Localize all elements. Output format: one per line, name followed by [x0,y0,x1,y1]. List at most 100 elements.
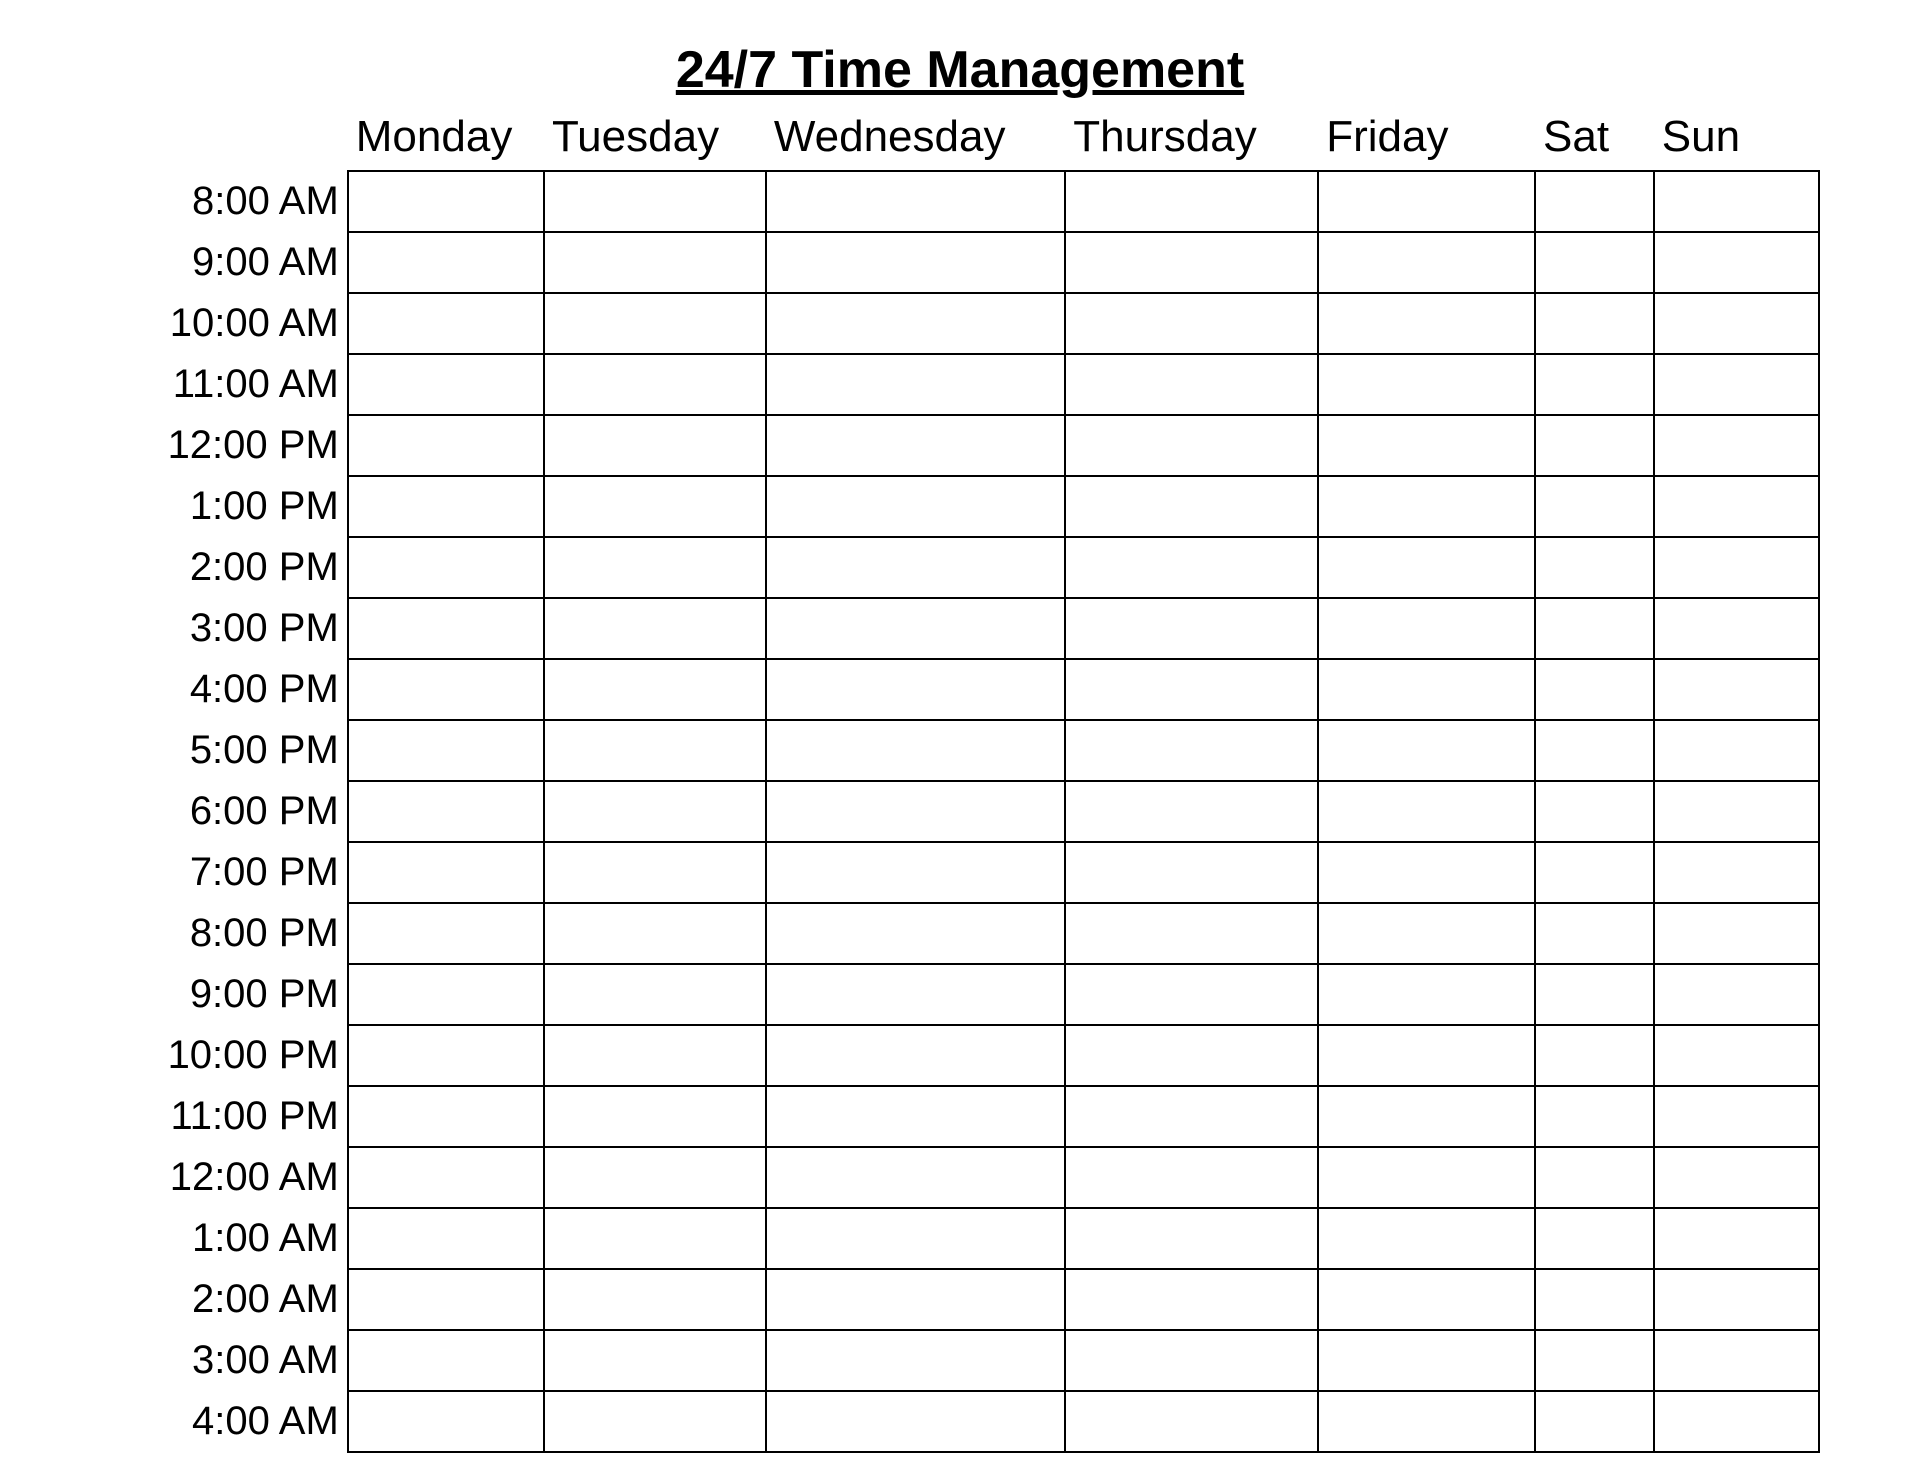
schedule-cell [1535,354,1654,415]
time-label: 9:00 AM [100,232,348,293]
schedule-cell [1535,1208,1654,1269]
schedule-cell [766,293,1065,354]
table-row: 3:00 PM [100,598,1819,659]
schedule-cell [544,1391,766,1452]
schedule-cell [1535,171,1654,232]
time-label: 2:00 AM [100,1269,348,1330]
schedule-cell [544,1086,766,1147]
schedule-cell [1318,537,1535,598]
schedule-cell [1065,1269,1318,1330]
schedule-cell [766,659,1065,720]
schedule-cell [1535,781,1654,842]
schedule-cell [348,293,544,354]
schedule-cell [1065,903,1318,964]
schedule-cell [544,476,766,537]
schedule-cell [766,1391,1065,1452]
schedule-cell [1654,415,1819,476]
schedule-cell [348,354,544,415]
schedule-cell [1065,537,1318,598]
schedule-cell [1318,415,1535,476]
table-row: 3:00 AM [100,1330,1819,1391]
schedule-cell [1654,720,1819,781]
table-row: 2:00 AM [100,1269,1819,1330]
time-label: 12:00 PM [100,415,348,476]
schedule-cell [1654,293,1819,354]
day-header-wednesday: Wednesday [766,108,1065,171]
schedule-cell [348,476,544,537]
table-row: 1:00 PM [100,476,1819,537]
time-label: 12:00 AM [100,1147,348,1208]
schedule-cell [1065,1086,1318,1147]
table-row: 1:00 AM [100,1208,1819,1269]
day-header-saturday: Sat [1535,108,1654,171]
schedule-cell [1535,903,1654,964]
schedule-cell [1535,659,1654,720]
schedule-cell [1318,1025,1535,1086]
schedule-cell [766,781,1065,842]
schedule-cell [1065,842,1318,903]
schedule-table: Monday Tuesday Wednesday Thursday Friday… [100,108,1820,1453]
schedule-cell [544,232,766,293]
table-row: 12:00 PM [100,415,1819,476]
schedule-cell [766,171,1065,232]
schedule-cell [1654,1147,1819,1208]
time-label: 4:00 AM [100,1391,348,1452]
table-row: 11:00 AM [100,354,1819,415]
schedule-cell [766,720,1065,781]
time-label: 1:00 PM [100,476,348,537]
schedule-cell [766,476,1065,537]
schedule-cell [766,1269,1065,1330]
schedule-cell [544,781,766,842]
schedule-cell [1065,354,1318,415]
schedule-cell [1654,232,1819,293]
schedule-cell [766,537,1065,598]
schedule-cell [766,1086,1065,1147]
schedule-cell [348,232,544,293]
schedule-cell [544,1025,766,1086]
schedule-cell [766,598,1065,659]
schedule-cell [348,720,544,781]
time-column-header [100,108,348,171]
schedule-cell [348,781,544,842]
schedule-cell [1535,1269,1654,1330]
schedule-cell [544,964,766,1025]
schedule-cell [348,1147,544,1208]
schedule-cell [1318,659,1535,720]
time-label: 4:00 PM [100,659,348,720]
schedule-cell [1535,1391,1654,1452]
table-row: 7:00 PM [100,842,1819,903]
schedule-cell [1654,476,1819,537]
table-row: 9:00 PM [100,964,1819,1025]
schedule-cell [1535,964,1654,1025]
time-label: 3:00 PM [100,598,348,659]
table-row: 10:00 PM [100,1025,1819,1086]
schedule-cell [348,1208,544,1269]
schedule-cell [348,903,544,964]
schedule-cell [1318,232,1535,293]
schedule-cell [1535,293,1654,354]
schedule-cell [348,1391,544,1452]
schedule-cell [544,659,766,720]
schedule-cell [544,1269,766,1330]
schedule-cell [1654,598,1819,659]
table-row: 8:00 PM [100,903,1819,964]
schedule-cell [544,1330,766,1391]
time-label: 3:00 AM [100,1330,348,1391]
schedule-cell [1654,1330,1819,1391]
schedule-cell [348,598,544,659]
schedule-cell [766,415,1065,476]
schedule-cell [1535,415,1654,476]
schedule-cell [1654,842,1819,903]
schedule-cell [348,659,544,720]
schedule-cell [766,232,1065,293]
schedule-cell [544,293,766,354]
schedule-cell [1065,1391,1318,1452]
schedule-cell [1318,476,1535,537]
page-title: 24/7 Time Management [100,40,1820,100]
schedule-cell [1535,476,1654,537]
schedule-cell [766,903,1065,964]
schedule-cell [1654,1391,1819,1452]
schedule-cell [544,903,766,964]
time-label: 9:00 PM [100,964,348,1025]
table-row: 11:00 PM [100,1086,1819,1147]
